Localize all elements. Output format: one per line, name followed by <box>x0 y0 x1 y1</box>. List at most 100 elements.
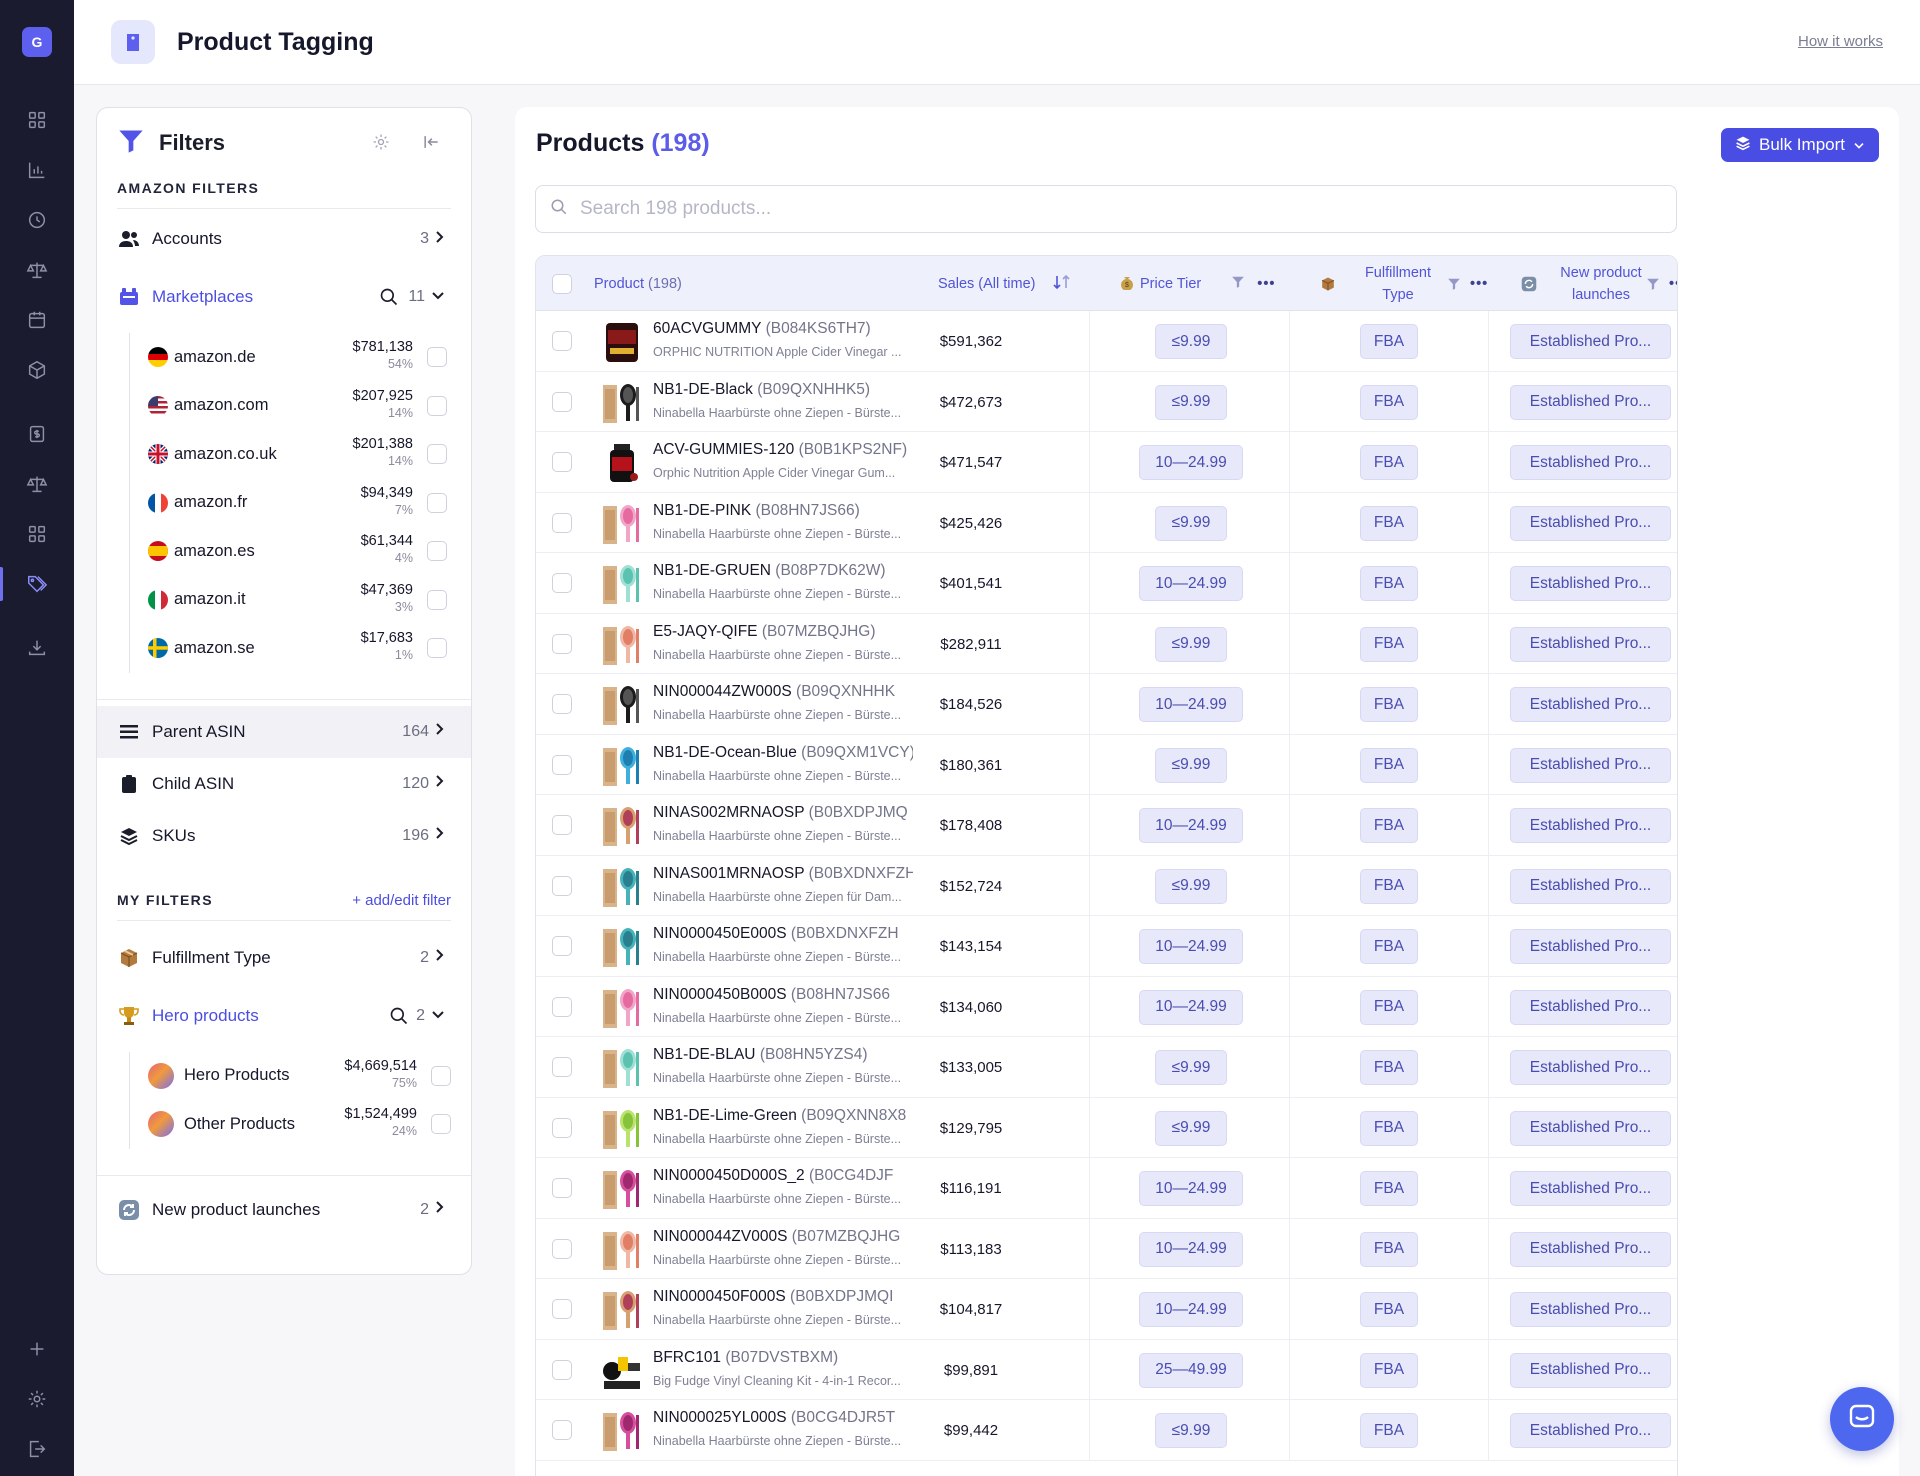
fulfillment-tag[interactable]: FBA <box>1360 1352 1418 1388</box>
hero-filter-item[interactable]: Hero Products $4,669,514 75% <box>148 1052 453 1101</box>
row-checkbox[interactable] <box>552 1057 572 1077</box>
product-name[interactable]: NB1-DE-PINK (B08HN7JS66) <box>653 501 860 519</box>
marketplace-checkbox[interactable] <box>427 589 447 610</box>
calendar-icon[interactable] <box>0 295 74 345</box>
row-checkbox[interactable] <box>552 1117 572 1138</box>
marketplace-item[interactable]: amazon.co.uk $201,388 14% <box>148 430 453 479</box>
launch-tag[interactable]: Established Pro... <box>1510 687 1671 722</box>
search-icon[interactable] <box>379 287 399 312</box>
chat-button[interactable] <box>1830 1387 1894 1451</box>
how-it-works-link[interactable]: How it works <box>1797 33 1883 50</box>
row-checkbox[interactable] <box>552 391 572 412</box>
filter-child-asin[interactable]: Child ASIN 120 <box>97 758 471 810</box>
fulfillment-tag[interactable]: FBA <box>1360 1171 1418 1206</box>
marketplace-checkbox[interactable] <box>427 444 447 464</box>
row-checkbox[interactable] <box>552 633 572 654</box>
product-name[interactable]: NIN0000450E000S (B0BXDNXFZH <box>653 925 899 942</box>
table-row[interactable]: NB1-DE-Black (B09QXNHHK5) Ninabella Haarb… <box>536 371 1677 432</box>
product-name[interactable]: NINAS001MRNAOSP (B0BXDNXFZH <box>653 865 913 883</box>
bulk-import-button[interactable]: Bulk Import <box>1721 128 1879 162</box>
launch-tag[interactable]: Established Pro... <box>1510 1231 1671 1267</box>
row-checkbox[interactable] <box>552 815 572 835</box>
cube-icon[interactable] <box>0 345 74 395</box>
product-name[interactable]: NIN0000450F000S (B0BXDPJMQI <box>653 1288 894 1305</box>
filter-hero-products[interactable]: Hero products 2 <box>97 990 471 1042</box>
launch-tag[interactable]: Established Pro... <box>1510 445 1671 480</box>
add-edit-filter-link[interactable]: + add/edit filter <box>352 891 451 909</box>
fulfillment-tag[interactable]: FBA <box>1360 1292 1418 1327</box>
fulfillment-tag[interactable]: FBA <box>1360 566 1418 601</box>
col-sales[interactable]: Sales (All time) <box>938 256 1072 311</box>
price-tier-tag[interactable]: 10—24.99 <box>1139 566 1243 601</box>
product-name[interactable]: NB1-DE-Ocean-Blue (B09QXM1VCY) <box>653 743 913 761</box>
launch-tag[interactable]: Established Pro... <box>1510 1413 1671 1448</box>
table-row[interactable]: NINAS001MRNAOSP (B0BXDNXFZH Ninabella Haa… <box>536 855 1677 916</box>
product-name[interactable]: NIN0000450B000S (B08HN7JS66 <box>653 985 890 1003</box>
launch-tag[interactable]: Established Pro... <box>1510 1171 1671 1206</box>
search-icon[interactable] <box>389 1006 409 1031</box>
price-tier-tag[interactable]: ≤9.99 <box>1155 324 1227 359</box>
launch-tag[interactable]: Established Pro... <box>1510 505 1671 541</box>
price-tier-tag[interactable]: ≤9.99 <box>1155 1413 1227 1448</box>
price-tier-tag[interactable]: 10—24.99 <box>1139 687 1243 722</box>
gear-icon[interactable] <box>0 1374 74 1424</box>
filter-parent-asin[interactable]: Parent ASIN 164 <box>97 705 471 758</box>
grid-icon[interactable] <box>0 95 74 145</box>
price-tier-tag[interactable]: 10—24.99 <box>1139 989 1243 1025</box>
price-tier-tag[interactable]: 10—24.99 <box>1139 445 1243 480</box>
select-all-checkbox[interactable] <box>552 256 572 311</box>
price-tier-tag[interactable]: ≤9.99 <box>1155 747 1227 783</box>
marketplace-item[interactable]: amazon.com $207,925 14% <box>148 382 453 431</box>
price-tier-tag[interactable]: ≤9.99 <box>1155 505 1227 541</box>
fulfillment-tag[interactable]: FBA <box>1360 989 1418 1025</box>
table-row[interactable]: E5-JAQY-QIFE (B07MZBQJHG) Ninabella Haarb… <box>536 613 1677 674</box>
launch-tag[interactable]: Established Pro... <box>1510 384 1671 420</box>
table-row[interactable]: BFRC101 (B07DVSTBXM) Big Fudge Vinyl Clea… <box>536 1339 1677 1400</box>
price-tier-tag[interactable]: 10—24.99 <box>1139 929 1243 964</box>
more-icon[interactable]: ••• <box>1257 275 1276 292</box>
hero-item-checkbox[interactable] <box>431 1114 451 1134</box>
search-input[interactable] <box>580 198 1580 220</box>
fulfillment-tag[interactable]: FBA <box>1360 1050 1418 1085</box>
col-price-tier[interactable]: $ Price Tier ••• <box>1120 256 1275 311</box>
filter-skus[interactable]: SKUs 196 <box>97 810 471 862</box>
fulfillment-tag[interactable]: FBA <box>1360 384 1418 420</box>
fulfillment-tag[interactable]: FBA <box>1360 1110 1418 1146</box>
fulfillment-tag[interactable]: FBA <box>1360 868 1418 904</box>
row-checkbox[interactable] <box>552 573 572 593</box>
row-checkbox[interactable] <box>552 1420 572 1440</box>
price-tier-tag[interactable]: ≤9.99 <box>1155 1050 1227 1085</box>
table-row[interactable]: NIN000044ZW000S (B09QXNHHK Ninabella Haar… <box>536 674 1677 735</box>
apps-icon[interactable] <box>0 509 74 559</box>
table-row[interactable]: 60ACVGUMMY (B084KS6TH7) ORPHIC NUTRITION … <box>536 311 1677 372</box>
row-checkbox[interactable] <box>552 875 572 896</box>
row-checkbox[interactable] <box>552 936 572 956</box>
fulfillment-tag[interactable]: FBA <box>1360 324 1418 359</box>
product-name[interactable]: NIN0000450D000S_2 (B0CG4DJF <box>653 1167 894 1184</box>
scale-icon[interactable] <box>0 245 74 295</box>
marketplace-item[interactable]: amazon.se $17,683 1% <box>148 624 453 673</box>
product-name[interactable]: NIN000025YL000S (B0CG4DJR5T <box>653 1409 896 1426</box>
product-name[interactable]: NB1-DE-Black (B09QXNHHK5) <box>653 380 871 398</box>
marketplace-item[interactable]: amazon.fr $94,349 7% <box>148 479 453 528</box>
product-name[interactable]: E5-JAQY-QIFE (B07MZBQJHG) <box>653 622 876 640</box>
launch-tag[interactable]: Established Pro... <box>1510 566 1671 601</box>
download-icon[interactable] <box>0 623 74 673</box>
price-tier-tag[interactable]: 10—24.99 <box>1139 1292 1243 1327</box>
tags-icon[interactable] <box>0 559 74 609</box>
launch-tag[interactable]: Established Pro... <box>1510 929 1671 964</box>
table-row[interactable]: NB1-DE-Ocean-Blue (B09QXM1VCY) Ninabella … <box>536 734 1677 795</box>
marketplace-checkbox[interactable] <box>427 395 447 416</box>
fulfillment-tag[interactable]: FBA <box>1360 1413 1418 1448</box>
bar-chart-icon[interactable] <box>0 145 74 195</box>
price-tier-tag[interactable]: ≤9.99 <box>1155 384 1227 420</box>
launch-tag[interactable]: Established Pro... <box>1510 324 1671 359</box>
price-tier-tag[interactable]: 10—24.99 <box>1139 808 1243 843</box>
sort-icon[interactable] <box>1052 274 1072 294</box>
col-fulfillment-type[interactable]: Fulfillment Type <box>1364 264 1432 303</box>
row-checkbox[interactable] <box>552 694 572 714</box>
table-row[interactable]: NIN0000450B000S (B08HN7JS66 Ninabella Haa… <box>536 976 1677 1037</box>
product-name[interactable]: NB1-DE-GRUEN (B08P7DK62W) <box>653 562 886 579</box>
filters-settings-icon[interactable] <box>371 132 391 157</box>
launch-tag[interactable]: Established Pro... <box>1510 1050 1671 1085</box>
